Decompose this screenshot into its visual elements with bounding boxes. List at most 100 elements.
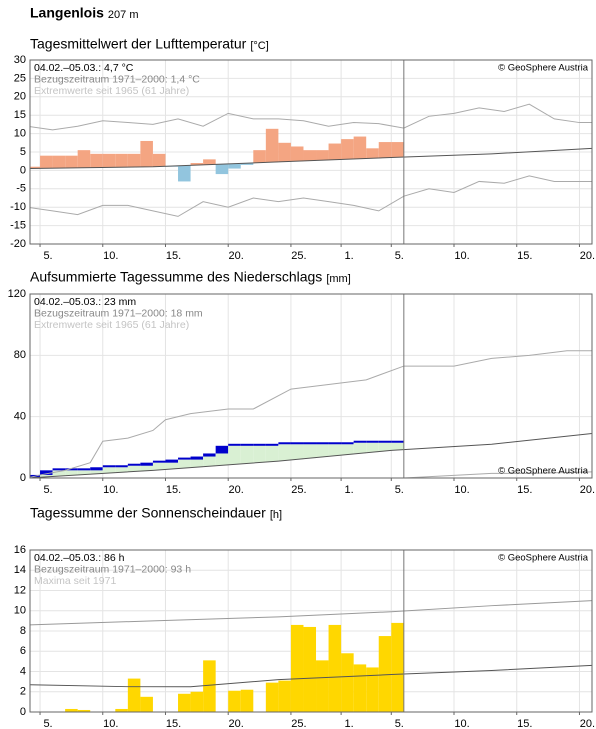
above-reference-fill	[265, 445, 279, 462]
bar	[140, 140, 153, 167]
bar	[303, 442, 317, 445]
x-tick-label: 5.	[395, 718, 404, 729]
bar	[265, 443, 279, 446]
line	[30, 664, 592, 688]
bar	[65, 155, 78, 168]
above-reference-fill	[253, 445, 266, 463]
panel-title: Tagesmittelwert der Lufttemperatur	[30, 36, 247, 52]
x-tick-label: 10.	[103, 250, 118, 262]
x-tick-label: 10.	[103, 718, 118, 729]
above-reference-fill	[65, 470, 78, 476]
bar	[40, 155, 53, 169]
line	[30, 103, 592, 131]
above-reference-fill	[215, 453, 229, 466]
bar	[391, 622, 404, 712]
bar	[90, 153, 103, 168]
bar	[203, 453, 216, 457]
plot	[30, 294, 592, 478]
bar	[90, 467, 103, 471]
y-tick-label: 5	[20, 146, 26, 158]
above-reference-fill	[378, 442, 392, 451]
line	[30, 175, 592, 217]
y-tick-label: 20	[14, 91, 26, 103]
bar	[190, 163, 204, 166]
x-tick-label: 15.	[166, 250, 181, 262]
bar	[240, 443, 254, 446]
bar	[353, 440, 367, 443]
y-tick-label: 30	[14, 54, 26, 66]
annotation: 04.02.–05.03.: 86 h	[34, 552, 125, 564]
y-tick-label: 8	[20, 625, 26, 637]
above-reference-fill	[316, 444, 329, 457]
bar	[102, 465, 116, 468]
y-tick-label: -20	[10, 238, 26, 250]
x-tick-label: 1.	[345, 250, 354, 262]
x-tick-label: 25.	[291, 250, 306, 262]
bar	[278, 142, 291, 162]
bar	[215, 164, 229, 175]
panel-title: Tagessumme der Sonnenscheindauer	[30, 505, 266, 521]
above-reference-fill	[165, 462, 179, 469]
bar	[253, 443, 266, 446]
above-reference-fill	[190, 459, 204, 468]
panel-unit: [h]	[270, 509, 282, 521]
panel-unit: [mm]	[326, 273, 350, 285]
bar	[341, 139, 354, 160]
bar	[290, 146, 304, 162]
y-tick-label: 14	[14, 564, 26, 576]
bar	[253, 150, 266, 163]
bar	[65, 708, 78, 712]
x-tick-label: 10.	[454, 484, 469, 496]
bar	[52, 468, 66, 471]
bar	[240, 163, 254, 165]
above-reference-fill	[391, 442, 404, 451]
y-tick-label: 0	[20, 164, 26, 176]
bar	[178, 165, 191, 182]
bar	[341, 653, 354, 712]
bar	[341, 442, 354, 445]
y-tick-label: -5	[16, 183, 26, 195]
bar	[215, 445, 229, 454]
bar	[328, 624, 342, 712]
x-tick-label: 5.	[395, 250, 404, 262]
station-elevation: 207 m	[108, 9, 139, 21]
bar	[190, 691, 204, 712]
annotation: Maxima seit 1971	[34, 575, 116, 587]
x-tick-label: 1.	[345, 718, 354, 729]
bar	[391, 142, 404, 158]
bar	[77, 709, 91, 712]
annotation: Extremwerte seit 1965 (61 Jahre)	[34, 319, 189, 331]
bar	[140, 696, 153, 712]
above-reference-fill	[77, 470, 91, 475]
bar	[40, 470, 53, 475]
x-tick-label: 20.	[229, 250, 244, 262]
bar	[165, 459, 179, 463]
bar	[353, 664, 367, 712]
x-tick-label: 15.	[517, 250, 532, 262]
bar	[378, 636, 392, 712]
bar	[391, 440, 404, 443]
y-tick-label: 25	[14, 72, 26, 84]
bar	[366, 667, 379, 712]
y-tick-label: 15	[14, 109, 26, 121]
bar	[240, 689, 254, 712]
x-tick-label: 20.	[580, 484, 595, 496]
x-tick-label: 20.	[580, 250, 595, 262]
line	[30, 433, 592, 478]
x-tick-label: 10.	[454, 718, 469, 729]
bar	[278, 680, 291, 712]
bar	[115, 708, 128, 712]
plot	[30, 60, 592, 244]
x-tick-label: 5.	[43, 484, 52, 496]
x-tick-label: 20.	[580, 718, 595, 729]
annotation: Bezugszeitraum 1971–2000: 1,4 °C	[34, 73, 200, 85]
above-reference-fill	[353, 442, 367, 454]
y-tick-label: 4	[20, 665, 26, 677]
bar	[316, 442, 329, 445]
annotation: Bezugszeitraum 1971–2000: 18 mm	[34, 307, 203, 319]
above-reference-fill	[341, 444, 354, 455]
above-reference-fill	[303, 444, 317, 459]
plot	[30, 550, 592, 712]
x-tick-label: 5.	[43, 718, 52, 729]
annotation: 04.02.–05.03.: 23 mm	[34, 296, 136, 308]
